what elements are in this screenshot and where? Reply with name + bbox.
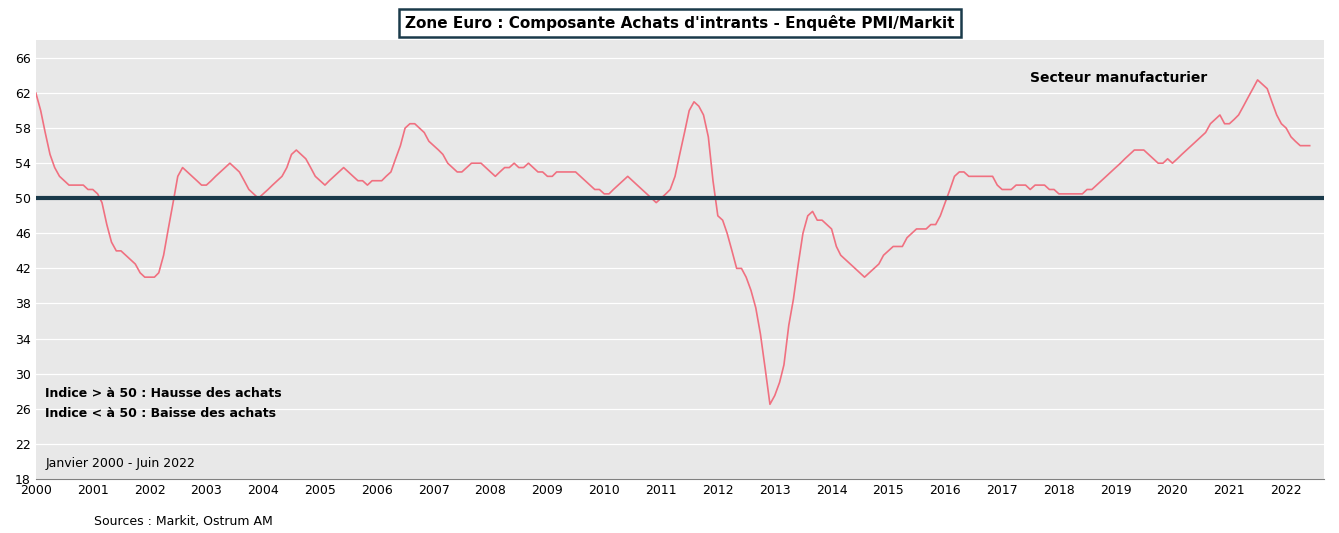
- Text: Janvier 2000 - Juin 2022: Janvier 2000 - Juin 2022: [46, 457, 195, 470]
- Title: Zone Euro : Composante Achats d'intrants - Enquête PMI/Markit: Zone Euro : Composante Achats d'intrants…: [406, 15, 955, 31]
- Text: Secteur manufacturier: Secteur manufacturier: [1030, 71, 1208, 85]
- Text: Indice > à 50 : Hausse des achats: Indice > à 50 : Hausse des achats: [46, 387, 281, 400]
- Text: Indice < à 50 : Baisse des achats: Indice < à 50 : Baisse des achats: [46, 407, 276, 420]
- Text: Sources : Markit, Ostrum AM: Sources : Markit, Ostrum AM: [94, 515, 272, 528]
